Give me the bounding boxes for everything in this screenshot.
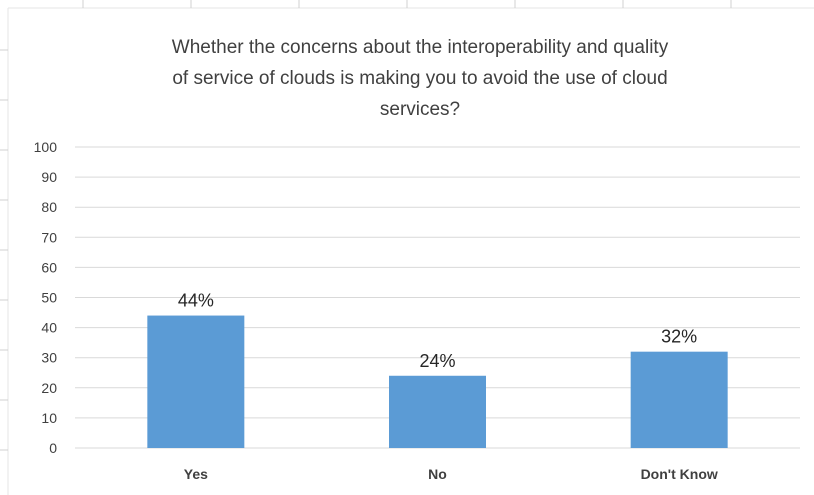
y-tick-label: 40 xyxy=(41,320,57,336)
y-tick-label: 50 xyxy=(41,290,57,306)
chart-title-line-3: services? xyxy=(380,99,460,120)
chart-title-line-2: of service of clouds is making you to av… xyxy=(172,68,667,89)
chart-title: Whether the concerns about the interoper… xyxy=(172,37,669,120)
data-label: 44% xyxy=(178,291,214,311)
y-tick-label: 70 xyxy=(41,229,57,245)
x-category-label: Don't Know xyxy=(641,466,718,482)
y-tick-label: 30 xyxy=(41,350,57,366)
y-tick-label: 60 xyxy=(41,259,57,275)
y-tick-label: 20 xyxy=(41,380,57,396)
y-tick-label: 100 xyxy=(34,139,58,155)
y-tick-label: 0 xyxy=(49,440,57,456)
x-category-label: Yes xyxy=(184,466,208,482)
y-tick-label: 80 xyxy=(41,199,57,215)
bar-yes xyxy=(147,315,245,448)
data-labels: 44% 24% 32% xyxy=(178,291,697,371)
chart-title-line-1: Whether the concerns about the interoper… xyxy=(172,37,669,58)
bars xyxy=(147,315,728,448)
data-label: 24% xyxy=(419,351,455,371)
y-axis-tick-labels: 0 10 20 30 40 50 60 70 80 90 100 xyxy=(34,139,58,456)
y-tick-label: 90 xyxy=(41,169,57,185)
bar-no xyxy=(389,375,486,448)
bar-don-t-know xyxy=(630,351,728,448)
x-axis-category-labels: Yes No Don't Know xyxy=(184,466,718,482)
y-tick-label: 10 xyxy=(41,410,57,426)
data-label: 32% xyxy=(661,327,697,347)
x-category-label: No xyxy=(428,466,447,482)
